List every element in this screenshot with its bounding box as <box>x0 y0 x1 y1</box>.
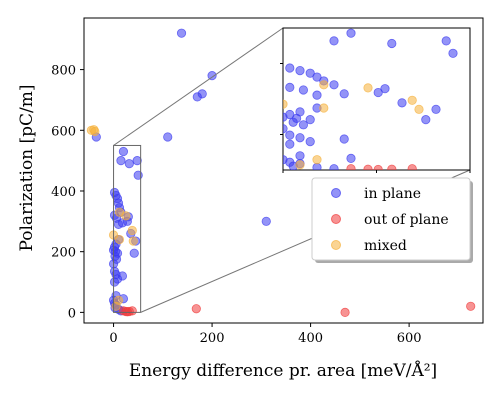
inset-data-point <box>298 120 308 130</box>
inset-data-point <box>305 137 315 147</box>
y-tick-label: 200 <box>51 246 76 261</box>
axis-labels: Energy difference pr. area [meV/Å²] Pola… <box>17 84 437 381</box>
data-point <box>132 156 142 166</box>
inset-frame <box>282 27 471 171</box>
inset-data-point <box>283 124 288 134</box>
inset-data-point <box>295 151 305 161</box>
inset-plot-area <box>280 27 471 173</box>
data-point <box>124 159 134 169</box>
inset-data-point <box>312 72 322 82</box>
inset-data-point <box>295 133 305 143</box>
inset-data-point <box>448 48 458 58</box>
inset-data-point <box>312 90 322 100</box>
inset-data-point <box>387 164 397 170</box>
inset-points <box>283 28 458 170</box>
inset-data-point <box>285 82 295 92</box>
y-tick-label: 800 <box>51 64 76 79</box>
series-in-plane <box>91 28 271 316</box>
data-point <box>127 225 137 236</box>
inset-data-point <box>283 112 288 122</box>
inset-data-point <box>298 85 308 95</box>
data-point <box>163 132 173 142</box>
inset-data-point <box>329 80 339 90</box>
inset-data-point <box>346 153 356 163</box>
inset-data-point <box>305 115 315 125</box>
legend-marker <box>331 240 341 250</box>
inset-data-point <box>387 38 397 49</box>
data-point <box>466 301 476 311</box>
x-tick-label: 200 <box>200 331 225 346</box>
data-point <box>127 306 137 316</box>
data-point <box>116 156 126 166</box>
inset-data-point <box>283 99 288 109</box>
inset-data-point <box>431 104 441 114</box>
inset-data-point <box>441 36 451 46</box>
inset-data-point <box>329 164 339 170</box>
data-point <box>207 71 217 81</box>
series-mixed <box>86 125 138 311</box>
inset-data-point <box>295 66 305 76</box>
inset-data-point <box>305 68 315 78</box>
inset-data-point <box>319 80 329 90</box>
legend-box <box>311 177 471 261</box>
inset-data-point <box>346 28 356 38</box>
zoom-connector <box>113 27 284 146</box>
data-point <box>90 126 100 137</box>
data-point <box>191 304 201 314</box>
inset-data-point <box>319 103 329 113</box>
legend: in plane out of plane mixed <box>311 177 473 263</box>
plot-frame <box>83 17 484 324</box>
x-axis-label: Energy difference pr. area [meV/Å²] <box>129 360 437 381</box>
inset-data-point <box>414 104 424 114</box>
data-point <box>340 307 350 317</box>
data-point <box>114 234 125 245</box>
data-point <box>176 28 187 38</box>
inset-data-point <box>285 139 295 149</box>
inset-data-point <box>397 98 407 108</box>
inset-data-point <box>295 160 305 170</box>
inset-data-point <box>421 115 431 125</box>
inset-data-point <box>407 164 417 170</box>
legend-entry: in plane <box>364 186 421 202</box>
y-tick-label: 0 <box>68 306 76 321</box>
inset-data-point <box>329 36 339 46</box>
data-point <box>118 146 129 157</box>
inset-data-point <box>373 87 383 98</box>
legend-marker <box>331 214 341 224</box>
inset-data-point <box>288 117 298 127</box>
data-point <box>192 92 202 102</box>
legend-entry: out of plane <box>364 212 449 228</box>
legend-entry: mixed <box>364 238 407 254</box>
data-point <box>109 277 120 287</box>
series-out-of-plane <box>118 301 476 317</box>
data-point <box>129 248 139 258</box>
inset-data-point <box>346 164 356 170</box>
inset-data-point <box>363 83 373 93</box>
data-point <box>121 211 131 221</box>
inset-data-point <box>285 63 295 73</box>
inset-data-point <box>285 130 295 140</box>
y-tick-label: 400 <box>51 185 76 200</box>
zoom-rectangle <box>113 144 142 313</box>
inset-data-point <box>363 164 373 170</box>
inset-data-point <box>339 89 349 99</box>
inset-data-point <box>312 155 322 165</box>
data-point <box>128 236 138 246</box>
inset-data-point <box>373 164 383 170</box>
data-point <box>261 216 271 226</box>
y-tick-label: 600 <box>51 124 76 139</box>
main-plot-area: 0 200 400 600 0 200 400 600 800 <box>51 17 484 346</box>
y-axis-label: Polarization [pC/m] <box>17 84 37 251</box>
inset-data-point <box>339 134 349 144</box>
x-tick-label: 0 <box>109 331 117 346</box>
legend-marker <box>331 188 341 198</box>
inset-data-point <box>380 84 390 94</box>
x-tick-label: 400 <box>298 331 323 346</box>
x-tick-label: 600 <box>397 331 422 346</box>
inset-data-point <box>407 95 417 105</box>
